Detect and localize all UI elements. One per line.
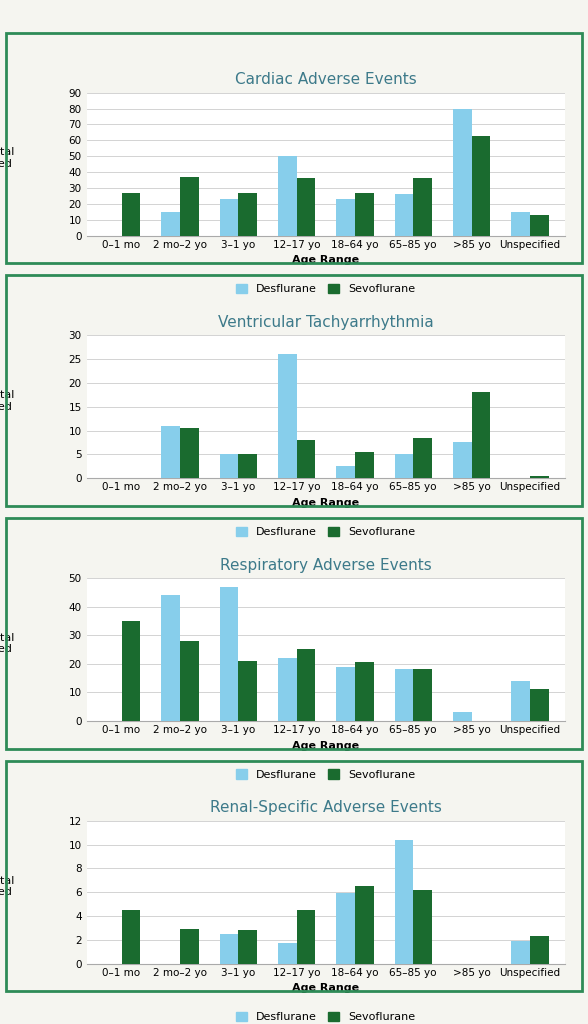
- Bar: [413, 437, 432, 478]
- Bar: [453, 713, 472, 721]
- Legend: Desflurane, Sevoflurane: Desflurane, Sevoflurane: [236, 284, 415, 294]
- Bar: [336, 667, 355, 721]
- X-axis label: Age Range: Age Range: [292, 740, 359, 751]
- Y-axis label: % of Total
Reported
AE: % of Total Reported AE: [0, 876, 15, 908]
- Bar: [453, 442, 472, 478]
- Bar: [122, 621, 140, 721]
- Bar: [530, 215, 549, 236]
- Bar: [238, 930, 257, 964]
- Bar: [180, 929, 199, 964]
- Bar: [122, 193, 140, 236]
- Bar: [530, 936, 549, 964]
- Bar: [355, 193, 373, 236]
- Bar: [395, 455, 413, 478]
- Bar: [278, 156, 296, 236]
- Bar: [355, 663, 373, 721]
- Title: Respiratory Adverse Events: Respiratory Adverse Events: [220, 558, 432, 572]
- Bar: [161, 212, 180, 236]
- Bar: [219, 455, 238, 478]
- Title: Ventricular Tachyarrhythmia: Ventricular Tachyarrhythmia: [218, 315, 433, 330]
- Bar: [238, 660, 257, 721]
- Y-axis label: % of Total
Reported
AE: % of Total Reported AE: [0, 147, 15, 180]
- Bar: [180, 641, 199, 721]
- Bar: [511, 212, 530, 236]
- Bar: [336, 466, 355, 478]
- Legend: Desflurane, Sevoflurane: Desflurane, Sevoflurane: [236, 1012, 415, 1022]
- Bar: [219, 199, 238, 236]
- Bar: [336, 893, 355, 964]
- Legend: Desflurane, Sevoflurane: Desflurane, Sevoflurane: [236, 526, 415, 537]
- Bar: [355, 452, 373, 478]
- Bar: [278, 658, 296, 721]
- Bar: [180, 428, 199, 478]
- Bar: [296, 910, 315, 964]
- Bar: [238, 193, 257, 236]
- Bar: [219, 934, 238, 964]
- Bar: [219, 587, 238, 721]
- X-axis label: Age Range: Age Range: [292, 983, 359, 993]
- Bar: [296, 440, 315, 478]
- Bar: [161, 426, 180, 478]
- Bar: [472, 135, 490, 236]
- Y-axis label: % of Total
Reported
AE: % of Total Reported AE: [0, 633, 15, 666]
- Bar: [122, 910, 140, 964]
- Bar: [530, 689, 549, 721]
- Bar: [530, 476, 549, 478]
- Legend: Desflurane, Sevoflurane: Desflurane, Sevoflurane: [236, 769, 415, 779]
- Bar: [472, 392, 490, 478]
- X-axis label: Age Range: Age Range: [292, 255, 359, 265]
- Bar: [296, 178, 315, 236]
- Bar: [278, 354, 296, 478]
- Bar: [453, 109, 472, 236]
- Bar: [336, 199, 355, 236]
- Title: Cardiac Adverse Events: Cardiac Adverse Events: [235, 73, 416, 87]
- Title: Renal-Specific Adverse Events: Renal-Specific Adverse Events: [210, 801, 442, 815]
- Bar: [511, 941, 530, 964]
- Bar: [278, 943, 296, 964]
- Bar: [395, 840, 413, 964]
- Bar: [238, 455, 257, 478]
- Bar: [413, 178, 432, 236]
- Bar: [296, 649, 315, 721]
- X-axis label: Age Range: Age Range: [292, 498, 359, 508]
- Bar: [395, 195, 413, 236]
- Bar: [413, 670, 432, 721]
- Bar: [180, 177, 199, 236]
- Bar: [355, 886, 373, 964]
- Bar: [161, 595, 180, 721]
- Bar: [395, 670, 413, 721]
- Bar: [413, 890, 432, 964]
- Y-axis label: % of Total
Reported
AE: % of Total Reported AE: [0, 390, 15, 423]
- Bar: [511, 681, 530, 721]
